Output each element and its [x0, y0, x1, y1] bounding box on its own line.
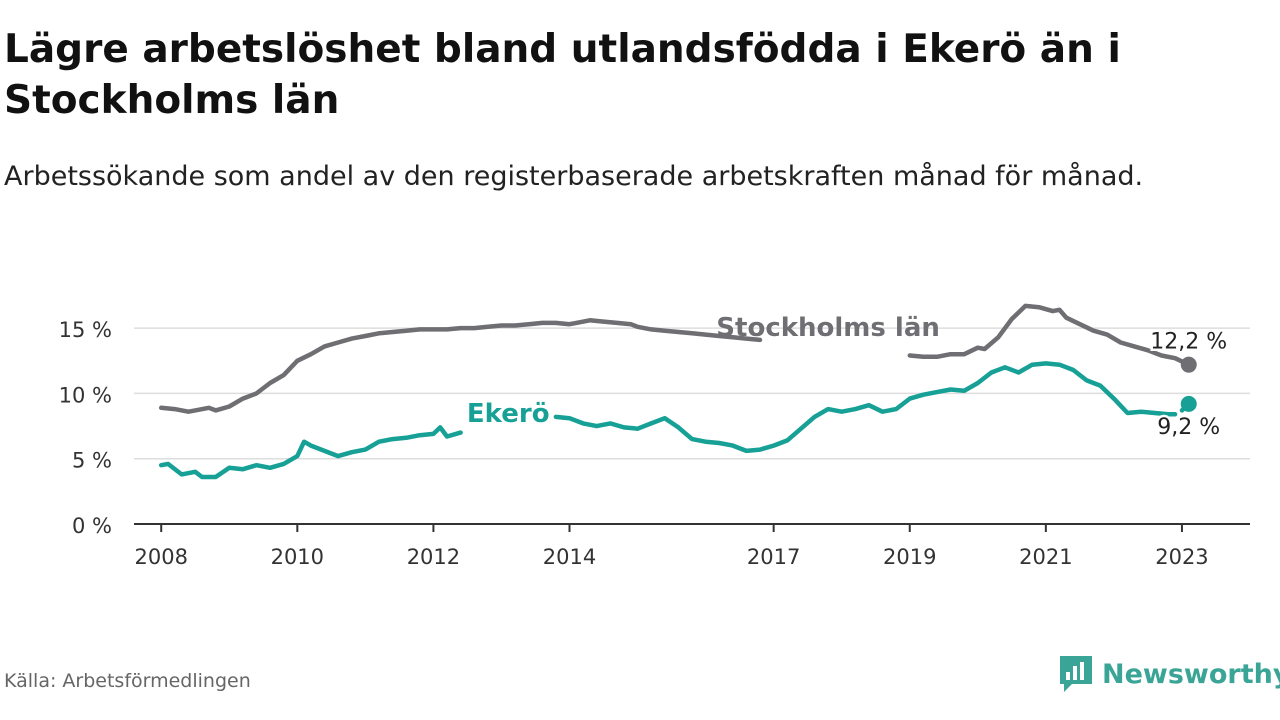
brand-name: Newsworthy [1102, 658, 1280, 690]
series-name-label-ekero: Ekerö [467, 399, 550, 429]
x-tick-label: 2023 [1155, 545, 1208, 569]
x-tick-label: 2017 [747, 545, 800, 569]
axis-layer: 0 % 5 % 10 % 15 % 2008 2010 2012 2014 2017 2019 20… [59, 318, 1250, 569]
y-tick-label: 15 % [59, 318, 112, 342]
x-tick-label: 2021 [1019, 545, 1072, 569]
end-label-ekero: 9,2 % [1157, 415, 1220, 440]
page-subtitle: Arbetssökande som andel av den registerb… [4, 161, 1144, 192]
x-tick-label: 2012 [407, 545, 460, 569]
page-title: Lägre arbetslöshet bland utlandsfödda i … [4, 27, 1121, 123]
series-line-ekero [158, 425, 463, 480]
end-label-stockholm: 12,2 % [1150, 330, 1227, 355]
series-line-stockholm [158, 318, 763, 414]
end-point-ekero [1180, 395, 1197, 412]
grid-layer [134, 327, 1250, 460]
y-tick-label: 5 % [72, 449, 112, 473]
series-line-ekero [553, 361, 1178, 454]
newsworthy-logo-icon [1060, 656, 1092, 692]
x-tick-label: 2019 [883, 545, 936, 569]
label-layer: 12,2 % 9,2 % Stockholms län Ekerö [467, 313, 1230, 442]
x-tick-label: 2010 [271, 545, 324, 569]
brand-logo[interactable]: Newsworthy [1058, 652, 1280, 696]
end-point-stockholm [1180, 356, 1197, 373]
series-layer [158, 303, 1197, 480]
x-tick-label: 2008 [134, 545, 187, 569]
y-tick-label: 10 % [59, 383, 112, 407]
series-line-stockholm [907, 303, 1192, 367]
series-name-label-stockholm: Stockholms län [716, 313, 940, 343]
x-tick-label: 2014 [543, 545, 596, 569]
source-note: Källa: Arbetsförmedlingen [4, 670, 251, 692]
y-tick-label: 0 % [72, 514, 112, 538]
